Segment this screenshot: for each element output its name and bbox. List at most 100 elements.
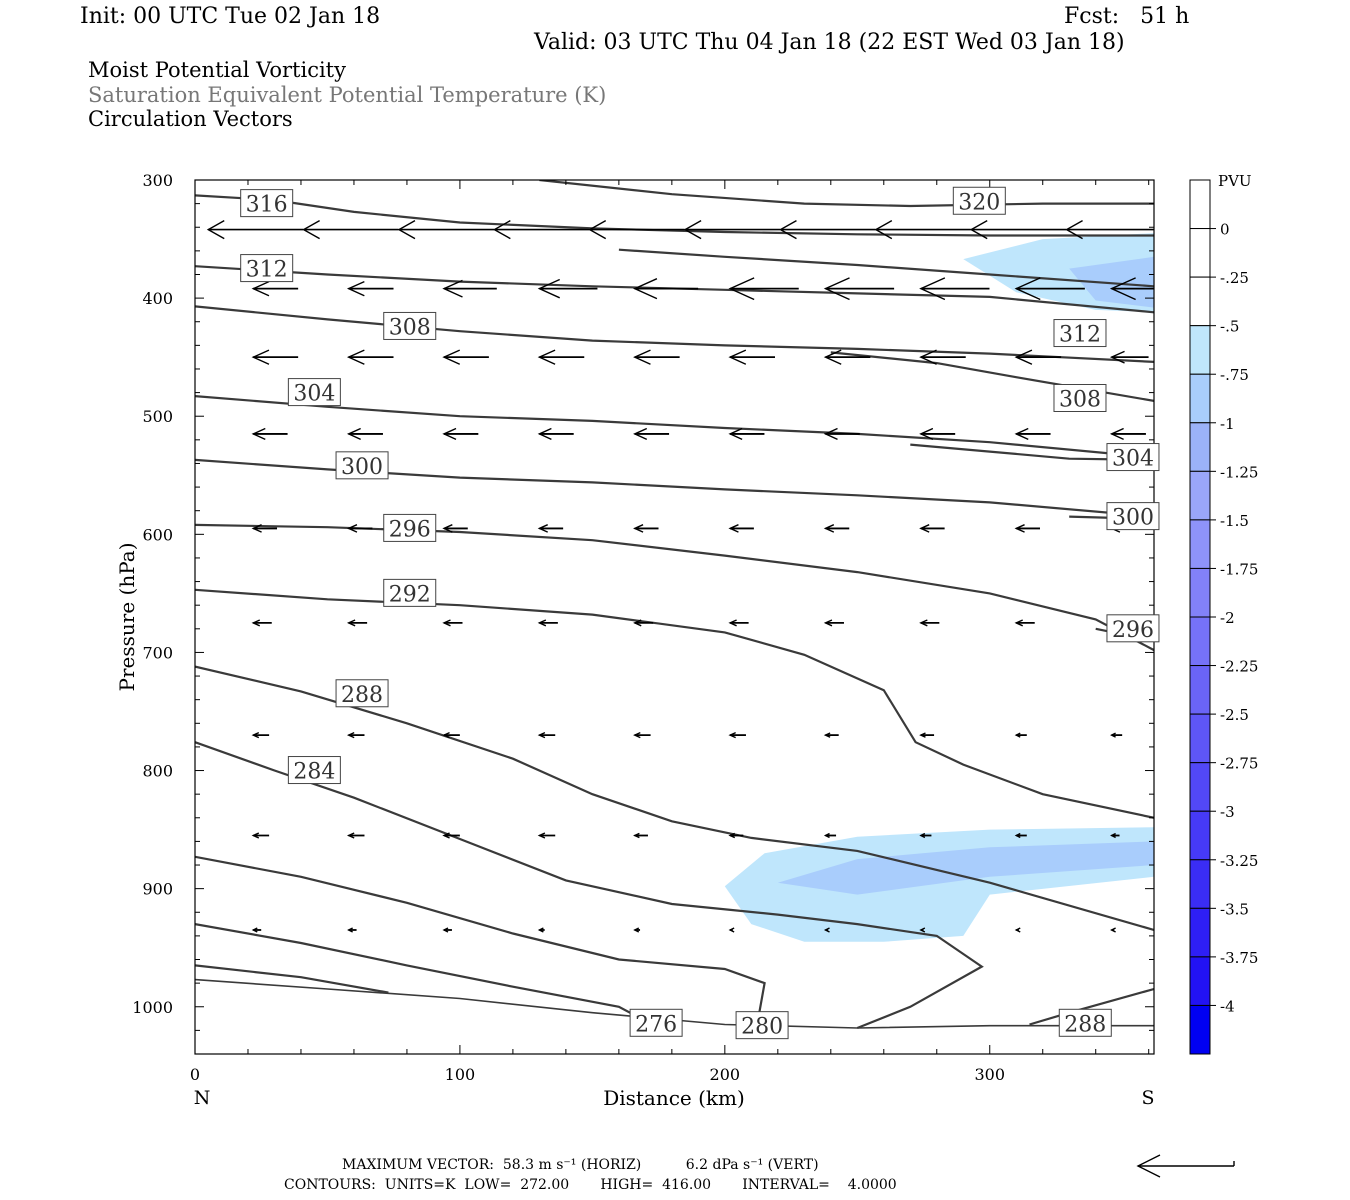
colorbar-box-8 xyxy=(1189,616,1211,667)
contour-labels-layer: 316 320 312 308 312 304 308 300 304 296 300 292 296 2… xyxy=(240,186,1160,1040)
contour-label-0: 316 xyxy=(240,189,294,218)
colorbar-box-11 xyxy=(1189,762,1211,812)
vector-r4-6 xyxy=(823,524,850,533)
x-tick-label-0: 0 xyxy=(190,1065,200,1084)
vector-r2-0 xyxy=(251,349,299,365)
vector-r5-1 xyxy=(346,619,368,627)
colorbar-label-0: 0 xyxy=(1220,221,1230,239)
vector-r0-9 xyxy=(1065,219,1154,240)
vector-r3-6 xyxy=(823,427,860,440)
colorbar-box-4 xyxy=(1189,422,1211,472)
vector-r5-5 xyxy=(728,619,749,627)
contour-label-5: 304 xyxy=(287,378,341,407)
contour-label-15: 280 xyxy=(735,1011,789,1040)
vector-r8-1 xyxy=(347,927,357,933)
vector-r1-4 xyxy=(633,278,699,300)
colorbar-box-7 xyxy=(1189,567,1211,618)
y-tick-label-1: 400 xyxy=(142,289,173,308)
svg-text:280: 280 xyxy=(741,1015,783,1040)
colorbar-box-1 xyxy=(1189,276,1211,327)
vector-r1-1 xyxy=(346,280,394,297)
vector-r1-6 xyxy=(823,277,895,301)
vector-r5-0 xyxy=(251,619,272,627)
colorbar-label-12: -3 xyxy=(1220,803,1235,821)
vector-r3-3 xyxy=(537,427,574,440)
vector-r7-1 xyxy=(346,832,365,839)
colorbar-label-7: -1.75 xyxy=(1220,560,1258,578)
vector-r4-0 xyxy=(251,524,278,533)
vector-r5-6 xyxy=(823,619,844,627)
colorbar-label-13: -3.25 xyxy=(1220,852,1258,870)
x-tick-label-3: 300 xyxy=(974,1065,1005,1084)
vector-r4-2 xyxy=(442,524,468,533)
vector-r6-2 xyxy=(442,731,460,739)
vector-r4-5 xyxy=(728,524,754,533)
vector-r0-5 xyxy=(683,219,781,240)
colorbar-label-9: -2.25 xyxy=(1220,658,1258,676)
vector-r2-4 xyxy=(633,349,680,365)
colorbar-box-top xyxy=(1189,179,1211,230)
vector-r0-6 xyxy=(779,219,876,240)
vector-r6-5 xyxy=(728,731,746,739)
contour-312-4 xyxy=(618,248,1154,288)
vector-r7-6 xyxy=(823,832,837,839)
svg-text:312: 312 xyxy=(246,258,288,283)
svg-text:308: 308 xyxy=(389,315,431,340)
contour-label-13: 288 xyxy=(335,679,389,708)
vector-r1-3 xyxy=(537,278,598,299)
vector-r7-5 xyxy=(728,832,744,839)
x-axis-label: Distance (km) xyxy=(603,1086,745,1110)
field-title-mpv: Moist Potential Vorticity xyxy=(88,58,346,82)
vector-r5-3 xyxy=(537,619,558,627)
vector-r3-2 xyxy=(442,427,479,440)
colorbar-box-2 xyxy=(1189,325,1211,375)
svg-text:316: 316 xyxy=(246,193,288,218)
svg-text:292: 292 xyxy=(389,582,431,607)
colorbar-label-1: -.25 xyxy=(1220,269,1249,287)
colorbar-label-15: -3.75 xyxy=(1220,949,1258,967)
vector-r0-2 xyxy=(397,219,494,240)
vector-r2-7 xyxy=(919,349,966,365)
vector-r7-8 xyxy=(1014,832,1027,839)
vector-r7-9 xyxy=(1110,832,1120,839)
vector-r8-9 xyxy=(1110,927,1116,933)
contour-label-9: 296 xyxy=(383,513,437,542)
colorbar-box-9 xyxy=(1189,665,1211,715)
vector-r8-4 xyxy=(633,927,641,933)
circulation-vectors-layer xyxy=(206,219,1154,933)
colorbar-label-5: -1.25 xyxy=(1220,463,1258,481)
contour-label-4: 312 xyxy=(1053,319,1107,348)
vector-r3-0 xyxy=(251,427,288,440)
svg-text:276: 276 xyxy=(635,1012,677,1037)
colorbar-label-4: -1 xyxy=(1220,415,1235,433)
svg-text:296: 296 xyxy=(1112,618,1154,643)
vector-r2-1 xyxy=(346,349,394,365)
colorbar-box-12 xyxy=(1189,810,1211,861)
vector-r7-7 xyxy=(919,832,932,839)
colorbar-label-16: -4 xyxy=(1220,997,1235,1015)
vector-r6-0 xyxy=(251,731,270,739)
contour-label-7: 300 xyxy=(335,451,389,480)
vector-r2-6 xyxy=(823,349,871,365)
vector-r3-4 xyxy=(633,427,670,440)
contour-label-6: 308 xyxy=(1053,384,1107,413)
colorbar-label-2: -.5 xyxy=(1220,318,1239,336)
y-tick-label-0: 300 xyxy=(142,171,173,190)
vector-r2-5 xyxy=(728,349,775,365)
colorbar-box-0 xyxy=(1189,228,1211,278)
vector-r0-7 xyxy=(874,219,971,240)
x-left-end-label: N xyxy=(194,1087,211,1109)
vector-r8-5 xyxy=(728,927,735,933)
y-tick-label-3: 600 xyxy=(142,525,173,544)
colorbar: 0 -.25 -.5 -.75 -1 -1.25 -1.5 -1.75 -2 -2.25 -2.5 -… xyxy=(1189,179,1258,1055)
contour-276-16 xyxy=(195,923,646,1022)
vector-r4-8 xyxy=(1014,524,1040,533)
vector-r5-4 xyxy=(633,619,654,627)
contour-label-14: 284 xyxy=(287,756,341,785)
y-tick-label-2: 500 xyxy=(142,407,173,426)
vector-r3-5 xyxy=(728,427,765,440)
vector-r6-3 xyxy=(537,731,556,739)
colorbar-label-8: -2 xyxy=(1220,609,1235,627)
colorbar-box-16 xyxy=(1189,1004,1211,1055)
